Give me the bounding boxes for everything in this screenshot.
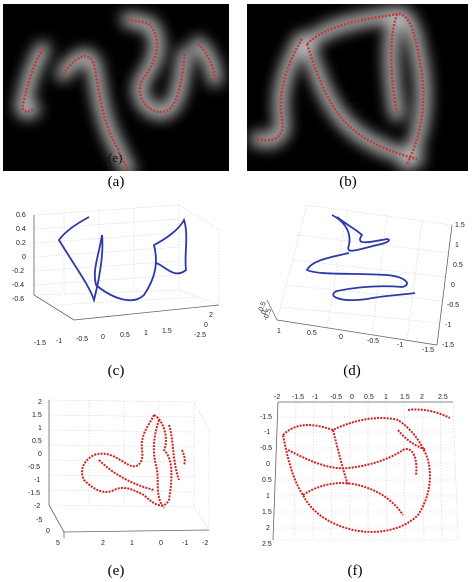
d-left-tick: -0.5 [262, 308, 273, 322]
c-y-tick: 0 [204, 322, 208, 329]
d-bottom-tick: 0.5 [307, 330, 317, 337]
c-z-tick: 0 [22, 254, 26, 261]
f-top-tick: -0.5 [330, 394, 342, 401]
d-right-tick: 1.5 [455, 222, 465, 229]
f-left-tick: 0.5 [262, 477, 272, 484]
panel-a-image: (e) [3, 4, 229, 171]
panel-a-inset-label: (e) [108, 150, 122, 165]
caption-d: (d) [343, 363, 361, 379]
e-z-tick: -1 [34, 477, 40, 484]
d-right-tick: 0 [451, 282, 455, 289]
f-left-tick: -1 [264, 429, 270, 436]
f-left-tick: 2.5 [262, 541, 272, 548]
d-bottom-tick: -1.5 [422, 347, 434, 354]
f-top-tick: -2 [274, 394, 280, 401]
e-z-tick: 0 [38, 451, 42, 458]
e-z-tick: -1.5 [28, 490, 40, 497]
e-z-tick: 0.5 [32, 438, 42, 445]
f-top-tick: 0 [350, 394, 354, 401]
e-y-tick: 0 [46, 528, 50, 535]
e-x-tick: 0 [159, 540, 163, 547]
c-x-tick: 0 [101, 334, 105, 341]
e-y-tick: -5 [36, 517, 42, 524]
f-left-tick: 2 [266, 525, 270, 532]
e-y-tick: 5 [56, 540, 60, 547]
d-right-tick: 0.5 [453, 262, 463, 269]
c-z-tick: -0.6 [12, 296, 24, 303]
e-x-tick: 2 [101, 540, 105, 547]
c-x-tick: 1.5 [162, 328, 172, 335]
d-right-tick: 1 [455, 242, 459, 249]
c-z-tick: -0.2 [12, 268, 24, 275]
c-x-tick: 1 [144, 330, 148, 337]
f-left-tick: 1.5 [262, 509, 272, 516]
c-z-tick: -0.4 [12, 282, 24, 289]
e-z-tick: -2 [34, 503, 40, 510]
d-right-tick: -1 [445, 322, 451, 329]
panel-f-plot: -2 -1.5 -1 -0.5 0 0.5 1 1.5 2 2.5 -1.5 -… [258, 390, 472, 555]
f-top-tick: 1.5 [400, 394, 410, 401]
e-x-tick: -2 [202, 540, 208, 547]
c-x-tick: -1.5 [34, 340, 46, 347]
f-top-tick: 2 [420, 394, 424, 401]
c-x-tick: -1 [56, 338, 62, 345]
caption-a: (a) [107, 174, 125, 190]
e-z-tick: -0.5 [28, 464, 40, 471]
f-top-tick: 1 [384, 394, 388, 401]
caption-c: (c) [107, 363, 125, 379]
c-y-tick: 2 [209, 312, 213, 319]
f-top-tick: -1 [312, 394, 318, 401]
f-top-tick: 0.5 [364, 394, 374, 401]
d-bottom-tick: -0.5 [367, 338, 379, 345]
f-left-tick: 0 [266, 461, 270, 468]
d-bottom-tick: 1 [277, 328, 281, 335]
d-bottom-tick: 0 [339, 334, 343, 341]
d-bottom-tick: -1 [397, 342, 403, 349]
f-top-tick: -1.5 [292, 394, 304, 401]
panel-e-plot: 2 1.5 1 0.5 0 -0.5 -1 -1.5 -2 2 1 0 -1 -… [4, 390, 230, 555]
c-y-tick: -2.5 [194, 332, 206, 339]
e-x-tick: -1 [182, 540, 188, 547]
f-left-tick: -1.5 [260, 414, 272, 421]
c-x-tick: 0.5 [120, 332, 130, 339]
e-z-tick: 1 [38, 425, 42, 432]
e-x-tick: 1 [130, 540, 134, 547]
caption-e: (e) [107, 563, 125, 579]
e-z-tick: 1.5 [32, 412, 42, 419]
caption-f: (f) [347, 563, 363, 579]
c-z-tick: 0.2 [16, 240, 26, 247]
c-z-tick: 0.6 [16, 212, 26, 219]
d-right-tick: -1.5 [442, 342, 454, 349]
panel-b-image [247, 4, 468, 171]
caption-b: (b) [339, 174, 357, 190]
d-left-tick: 0 [260, 309, 268, 315]
f-top-tick: 2.5 [438, 394, 448, 401]
d-left-tick: 0.5 [258, 301, 268, 313]
f-left-tick: 1 [266, 493, 270, 500]
f-left-tick: -0.5 [260, 445, 272, 452]
e-z-tick: 2 [38, 399, 42, 406]
panel-c-plot: 0.6 0.4 0.2 0 -0.2 -0.4 -0.6 -1.5 -1 -0.… [4, 195, 230, 355]
d-right-tick: -0.5 [447, 302, 459, 309]
c-z-tick: 0.4 [16, 226, 26, 233]
c-x-tick: -0.5 [76, 336, 88, 343]
panel-d-plot: 1.5 1 0.5 0 -0.5 -1 -1.5 1 0.5 0 -0.5 -1… [237, 195, 472, 355]
